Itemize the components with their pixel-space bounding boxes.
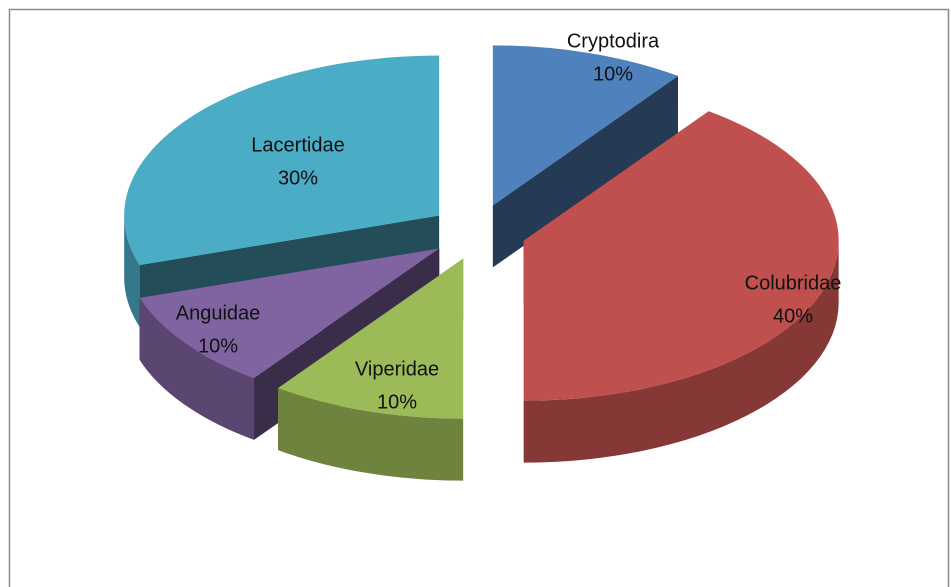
slice-wall (124, 215, 140, 327)
slice-label: Colubridae (745, 272, 842, 294)
slice-top (124, 55, 440, 265)
slice-top (278, 258, 464, 419)
slice-label: Cryptodira (567, 30, 660, 52)
slice-wall (278, 388, 464, 481)
slice-value-label: 10% (198, 335, 238, 357)
slice-value-label: 30% (278, 167, 318, 189)
slice-value-label: 40% (773, 305, 813, 327)
slice-label: Lacertidae (251, 134, 344, 156)
slice-wall (139, 297, 255, 440)
slice-top (492, 45, 678, 206)
slice-value-label: 10% (377, 391, 417, 413)
slice-value-label: 10% (593, 63, 633, 85)
slice (492, 45, 678, 268)
slice-top (139, 248, 440, 378)
slice-top (523, 111, 839, 401)
slice (278, 258, 464, 481)
slice-wall (523, 240, 839, 463)
slice-label: Anguidae (176, 302, 261, 324)
slice-side (492, 75, 678, 268)
slice-label: Viperidae (355, 358, 439, 380)
slice (523, 111, 839, 463)
